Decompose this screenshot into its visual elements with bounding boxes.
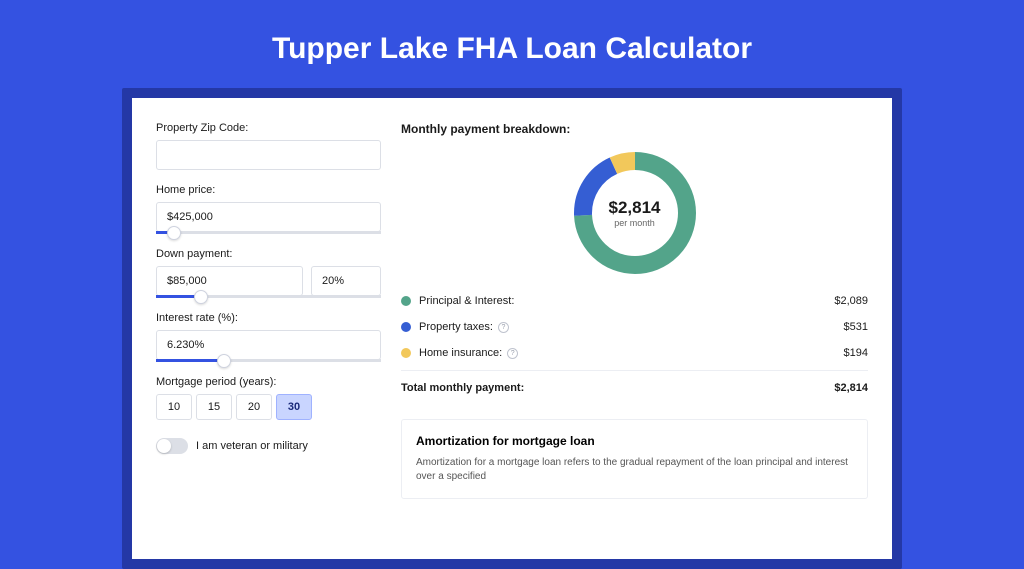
legend-value: $194 bbox=[844, 347, 868, 359]
down-payment-pct-input[interactable] bbox=[311, 266, 381, 296]
period-button-20[interactable]: 20 bbox=[236, 394, 272, 420]
period-button-30[interactable]: 30 bbox=[276, 394, 312, 420]
period-button-15[interactable]: 15 bbox=[196, 394, 232, 420]
divider bbox=[401, 370, 868, 371]
interest-slider[interactable] bbox=[156, 359, 381, 362]
legend-value: $531 bbox=[844, 321, 868, 333]
amortization-box: Amortization for mortgage loan Amortizat… bbox=[401, 419, 868, 499]
down-payment-input[interactable] bbox=[156, 266, 303, 296]
home-price-slider[interactable] bbox=[156, 231, 381, 234]
breakdown-column: Monthly payment breakdown: $2,814 per mo… bbox=[401, 122, 868, 499]
zip-label: Property Zip Code: bbox=[156, 122, 381, 134]
slider-thumb[interactable] bbox=[167, 226, 181, 240]
field-interest-rate: Interest rate (%): bbox=[156, 312, 381, 362]
calculator-inner-card: Property Zip Code: Home price: Down paym… bbox=[132, 98, 892, 559]
field-zip: Property Zip Code: bbox=[156, 122, 381, 170]
form-column: Property Zip Code: Home price: Down paym… bbox=[156, 122, 401, 499]
info-icon[interactable]: ? bbox=[498, 322, 509, 333]
info-icon[interactable]: ? bbox=[507, 348, 518, 359]
down-payment-label: Down payment: bbox=[156, 248, 381, 260]
legend-row: Property taxes:?$531 bbox=[401, 314, 868, 340]
legend: Principal & Interest:$2,089Property taxe… bbox=[401, 288, 868, 366]
mortgage-period-label: Mortgage period (years): bbox=[156, 376, 381, 388]
legend-dot bbox=[401, 322, 411, 332]
field-down-payment: Down payment: bbox=[156, 248, 381, 298]
legend-label: Home insurance:? bbox=[419, 347, 844, 359]
down-payment-slider[interactable] bbox=[156, 295, 381, 298]
legend-dot bbox=[401, 348, 411, 358]
legend-label: Principal & Interest: bbox=[419, 295, 834, 307]
slider-thumb[interactable] bbox=[194, 290, 208, 304]
calculator-outer-card: Property Zip Code: Home price: Down paym… bbox=[122, 88, 902, 569]
field-mortgage-period: Mortgage period (years): 10152030 bbox=[156, 376, 381, 420]
period-button-10[interactable]: 10 bbox=[156, 394, 192, 420]
home-price-label: Home price: bbox=[156, 184, 381, 196]
total-label: Total monthly payment: bbox=[401, 382, 834, 394]
legend-label: Property taxes:? bbox=[419, 321, 844, 333]
veteran-toggle-row: I am veteran or military bbox=[156, 438, 381, 454]
total-row: Total monthly payment: $2,814 bbox=[401, 375, 868, 401]
legend-row: Principal & Interest:$2,089 bbox=[401, 288, 868, 314]
veteran-toggle[interactable] bbox=[156, 438, 188, 454]
donut-sublabel: per month bbox=[614, 218, 655, 228]
toggle-knob bbox=[157, 439, 171, 453]
interest-input[interactable] bbox=[156, 330, 381, 360]
home-price-input[interactable] bbox=[156, 202, 381, 232]
amortization-title: Amortization for mortgage loan bbox=[416, 434, 853, 448]
veteran-label: I am veteran or military bbox=[196, 440, 308, 452]
donut-chart-wrap: $2,814 per month bbox=[401, 146, 868, 288]
donut-amount: $2,814 bbox=[609, 198, 661, 218]
donut-chart: $2,814 per month bbox=[574, 152, 696, 274]
page-title: Tupper Lake FHA Loan Calculator bbox=[0, 0, 1024, 88]
amortization-text: Amortization for a mortgage loan refers … bbox=[416, 456, 853, 484]
legend-row: Home insurance:?$194 bbox=[401, 340, 868, 366]
legend-value: $2,089 bbox=[834, 295, 868, 307]
slider-thumb[interactable] bbox=[217, 354, 231, 368]
interest-label: Interest rate (%): bbox=[156, 312, 381, 324]
total-value: $2,814 bbox=[834, 382, 868, 394]
period-buttons: 10152030 bbox=[156, 394, 381, 420]
breakdown-title: Monthly payment breakdown: bbox=[401, 122, 868, 136]
zip-input[interactable] bbox=[156, 140, 381, 170]
field-home-price: Home price: bbox=[156, 184, 381, 234]
legend-dot bbox=[401, 296, 411, 306]
